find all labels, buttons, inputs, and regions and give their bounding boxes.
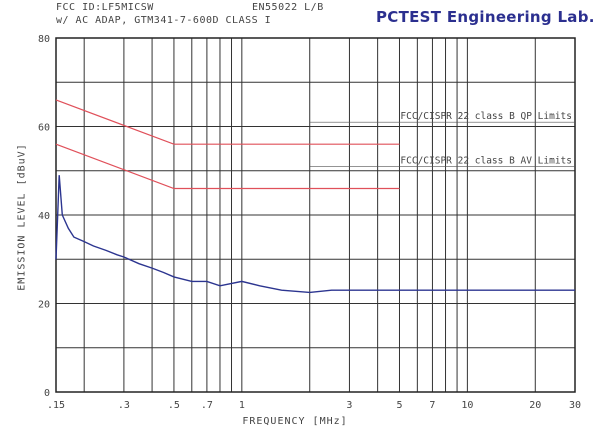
y-tick-label: 20 [38, 300, 50, 311]
limit-line [55, 143, 400, 190]
y-tick-label: 60 [38, 123, 50, 134]
y-tick-label: 80 [38, 34, 50, 45]
lab-title: PCTEST Engineering Lab. [376, 8, 595, 26]
header-test-setup: w/ AC ADAP, GTM341-7-600D CLASS I [56, 15, 272, 26]
header-standard: EN55022 L/B [252, 2, 324, 13]
limit-label: FCC/CISPR 22 class B QP Limits [400, 111, 572, 122]
x-tick-label: 3 [346, 400, 352, 411]
x-axis-label: FREQUENCY [MHz] [242, 416, 348, 427]
limit-label: FCC/CISPR 22 class B AV Limits [400, 155, 572, 166]
emission-trace [55, 175, 575, 294]
x-tick-label: .15 [47, 400, 65, 411]
x-tick-label: 5 [396, 400, 402, 411]
x-tick-label: .5 [168, 400, 180, 411]
x-tick-label: 7 [429, 400, 435, 411]
y-tick-label: 40 [38, 211, 50, 222]
header-fcc-id: FCC ID:LF5MICSW [56, 2, 154, 13]
plot-frame [55, 37, 576, 393]
x-tick-label: 1 [239, 400, 245, 411]
y-tick-label: 0 [44, 388, 50, 399]
limit-line [55, 99, 400, 145]
x-tick-label: 20 [529, 400, 541, 411]
x-tick-label: 30 [569, 400, 581, 411]
x-tick-label: .7 [201, 400, 213, 411]
x-tick-label: 10 [461, 400, 473, 411]
x-tick-label: .3 [118, 400, 130, 411]
